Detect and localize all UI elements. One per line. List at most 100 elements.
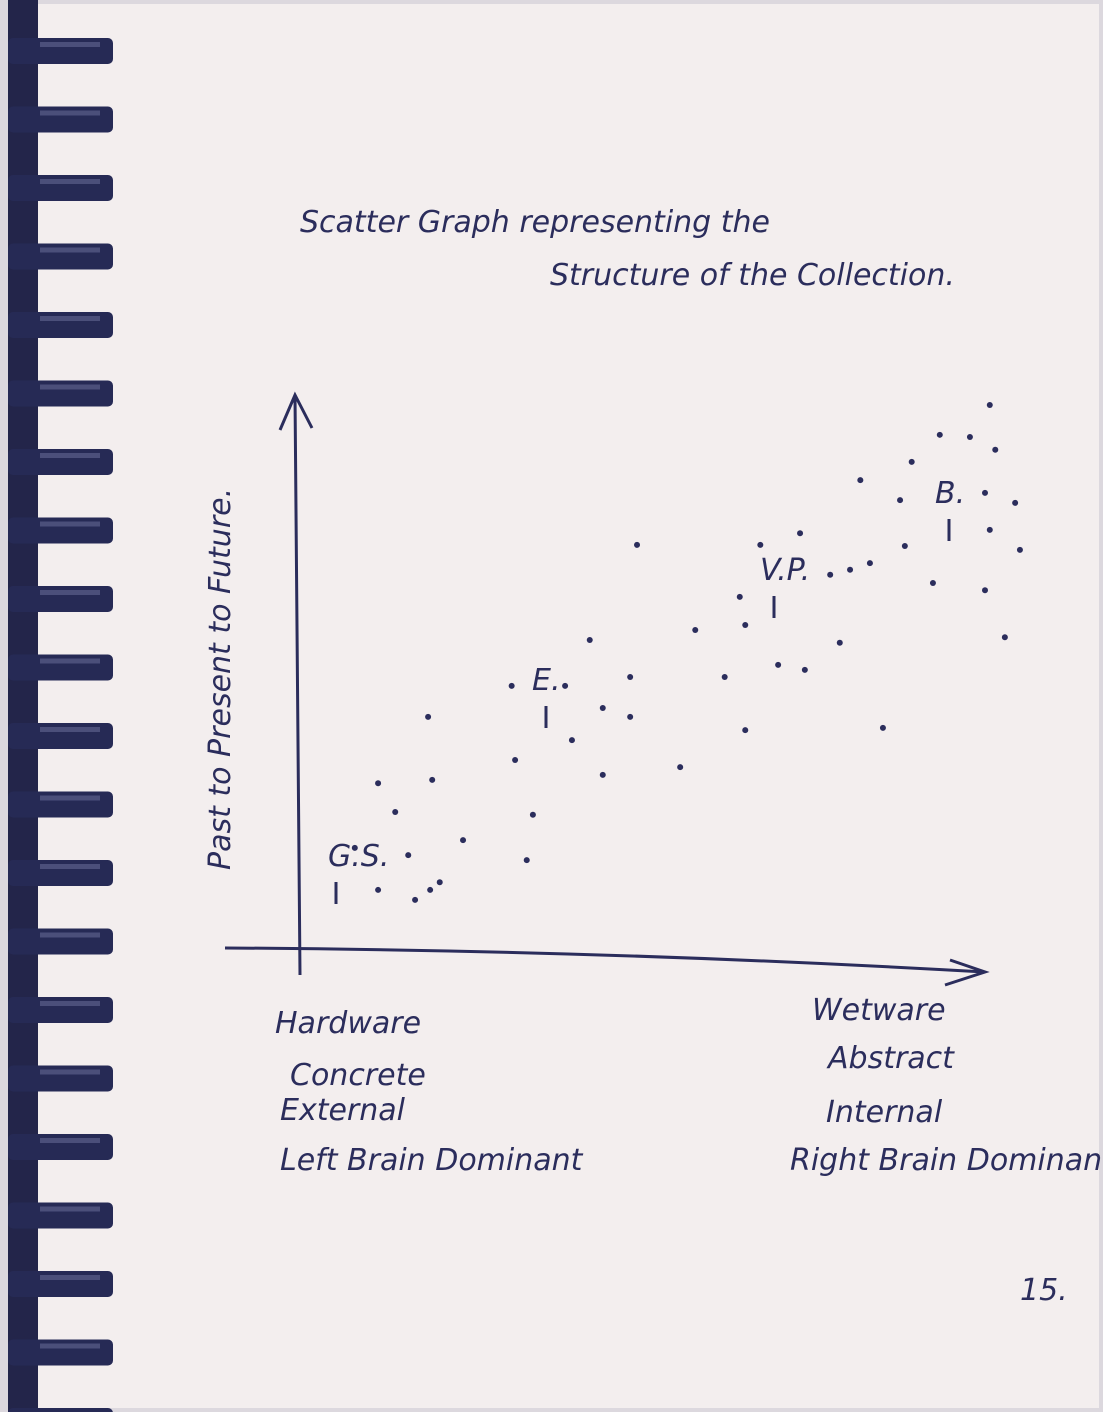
point: [982, 490, 988, 496]
point: [992, 447, 998, 453]
ring: [8, 723, 113, 749]
point: [827, 572, 833, 578]
point: [847, 567, 853, 573]
point: [692, 627, 698, 633]
point: [937, 432, 943, 438]
point: [857, 477, 863, 483]
x-label-right: Internal: [826, 1095, 943, 1130]
point: [524, 857, 530, 863]
point: [982, 587, 988, 593]
point: [967, 434, 973, 440]
point: [1017, 547, 1023, 553]
point: [722, 674, 728, 680]
ring-shine: [40, 111, 100, 116]
point: [634, 542, 640, 548]
point: [530, 812, 536, 818]
point: [837, 640, 843, 646]
point: [587, 637, 593, 643]
ring: [8, 175, 113, 201]
annotation: E.: [532, 663, 561, 698]
point: [867, 560, 873, 566]
point: [775, 662, 781, 668]
point: [880, 725, 886, 731]
point: [909, 459, 915, 465]
ring-shine: [40, 1138, 100, 1143]
ring: [8, 792, 113, 818]
ring-shine: [40, 248, 100, 253]
point: [405, 852, 411, 858]
x-label-left: Hardware: [275, 1006, 421, 1041]
point: [427, 887, 433, 893]
x-label-right: Wetware: [812, 993, 946, 1028]
point: [437, 879, 443, 885]
point: [1002, 634, 1008, 640]
ring: [8, 1408, 113, 1412]
x-label-right: Abstract: [826, 1041, 955, 1076]
ring-shine: [40, 1275, 100, 1280]
ring-shine: [40, 796, 100, 801]
x-label-right: Right Brain Dominant: [790, 1143, 1103, 1178]
ring: [8, 860, 113, 886]
title-line: Structure of the Collection.: [550, 258, 955, 293]
ring: [8, 1271, 113, 1297]
ring: [8, 107, 113, 133]
page-number: 15.: [1020, 1273, 1068, 1308]
x-label-left: External: [280, 1093, 406, 1128]
point: [742, 727, 748, 733]
ring-shine: [40, 659, 100, 664]
ring-shine: [40, 179, 100, 184]
x-label-left: Concrete: [290, 1058, 426, 1093]
title-line: Scatter Graph representing the: [300, 205, 770, 240]
page: Scatter Graph representing the Structure…: [0, 0, 1103, 1412]
ring: [8, 1340, 113, 1366]
point: [392, 809, 398, 815]
ring: [8, 1066, 113, 1092]
point: [429, 777, 435, 783]
point: [569, 737, 575, 743]
ring-shine: [40, 590, 100, 595]
point: [930, 580, 936, 586]
ring-shine: [40, 522, 100, 527]
ring-shine: [40, 1001, 100, 1006]
point: [512, 757, 518, 763]
point: [987, 527, 993, 533]
point: [562, 683, 568, 689]
point: [460, 837, 466, 843]
ring: [8, 655, 113, 681]
ring: [8, 312, 113, 338]
ring: [8, 518, 113, 544]
ring: [8, 586, 113, 612]
notebook-page: Scatter Graph representing the Structure…: [0, 0, 1103, 1412]
point: [897, 497, 903, 503]
point: [627, 674, 633, 680]
point: [425, 714, 431, 720]
annotation: V.P.: [760, 553, 810, 588]
ring: [8, 381, 113, 407]
ring: [8, 38, 113, 64]
ring-shine: [40, 1344, 100, 1349]
point: [802, 667, 808, 673]
point: [757, 542, 763, 548]
x-label-left: Left Brain Dominant: [280, 1143, 584, 1178]
point: [1012, 500, 1018, 506]
point: [987, 402, 993, 408]
point: [375, 780, 381, 786]
point: [902, 543, 908, 549]
ring-shine: [40, 933, 100, 938]
point: [797, 530, 803, 536]
point: [509, 683, 515, 689]
ring: [8, 997, 113, 1023]
ring: [8, 929, 113, 955]
ring: [8, 449, 113, 475]
point: [677, 764, 683, 770]
annotation: G.S.: [328, 839, 389, 874]
ring-shine: [40, 385, 100, 390]
annotation: B.: [935, 476, 965, 511]
spine: [8, 0, 38, 1412]
point: [600, 772, 606, 778]
point: [742, 622, 748, 628]
point: [627, 714, 633, 720]
y-axis-label: Past to Present to Future.: [203, 488, 238, 870]
point: [600, 705, 606, 711]
ring-shine: [40, 453, 100, 458]
